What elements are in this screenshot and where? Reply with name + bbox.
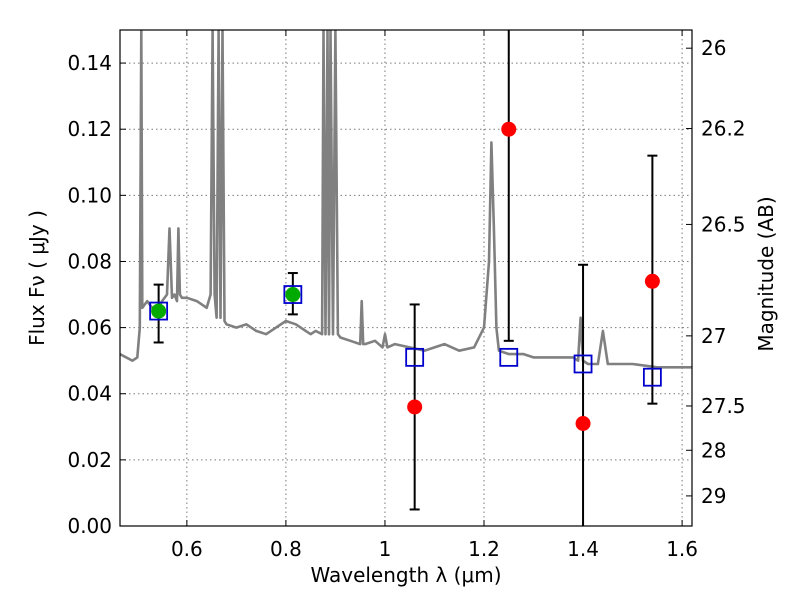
green-data-point bbox=[285, 287, 301, 303]
y-tick-label: 0.06 bbox=[67, 316, 112, 340]
x-tick-label: 1 bbox=[379, 537, 392, 561]
x-axis-label: Wavelength λ (μm) bbox=[310, 563, 501, 587]
y-tick-label: 0.02 bbox=[67, 448, 112, 472]
red-data-point bbox=[407, 399, 423, 415]
right-tick-label: 27 bbox=[701, 324, 726, 348]
grid bbox=[120, 30, 692, 527]
plot-area bbox=[120, 30, 692, 526]
right-tick-label: 26.5 bbox=[701, 212, 746, 236]
right-tick-label: 26.2 bbox=[701, 117, 746, 141]
ticks: 0.6 0.8 1 1.2 1.4 1.6 0.00 0.02 0.04 0.06 0.08 0.10… bbox=[67, 30, 746, 561]
plot-frame bbox=[119, 29, 693, 527]
spectrum-line bbox=[120, 30, 692, 369]
x-tick-label: 1.6 bbox=[666, 537, 698, 561]
x-tick-label: 1.2 bbox=[468, 537, 500, 561]
y-tick-label: 0.14 bbox=[67, 51, 112, 75]
green-data-point bbox=[151, 303, 167, 319]
y-axis-label: Flux Fν ( μJy ) bbox=[25, 210, 49, 346]
y-tick-label: 0.10 bbox=[67, 183, 112, 207]
y-tick-label: 0.00 bbox=[67, 514, 112, 538]
model-point-square bbox=[573, 354, 593, 374]
right-tick-label: 26 bbox=[701, 36, 726, 60]
y-tick-label: 0.04 bbox=[67, 382, 112, 406]
model-point-square bbox=[405, 347, 425, 367]
right-axis-label: Magnitude (AB) bbox=[754, 196, 778, 351]
model-point-square bbox=[499, 347, 519, 367]
x-tick-label: 0.8 bbox=[270, 537, 302, 561]
right-tick-label: 28 bbox=[701, 438, 726, 462]
right-tick-label: 27.5 bbox=[701, 394, 746, 418]
model-point-square bbox=[283, 285, 303, 304]
right-tick-label: 29 bbox=[701, 484, 726, 508]
red-data-point bbox=[501, 121, 517, 137]
model-point-square bbox=[149, 301, 169, 321]
y-tick-label: 0.08 bbox=[67, 249, 112, 273]
x-tick-label: 0.6 bbox=[171, 537, 203, 561]
red-data-point bbox=[575, 415, 591, 431]
y-tick-label: 0.12 bbox=[67, 117, 112, 141]
model-point-square bbox=[642, 367, 662, 387]
x-tick-label: 1.4 bbox=[567, 537, 599, 561]
red-data-point bbox=[644, 273, 660, 289]
